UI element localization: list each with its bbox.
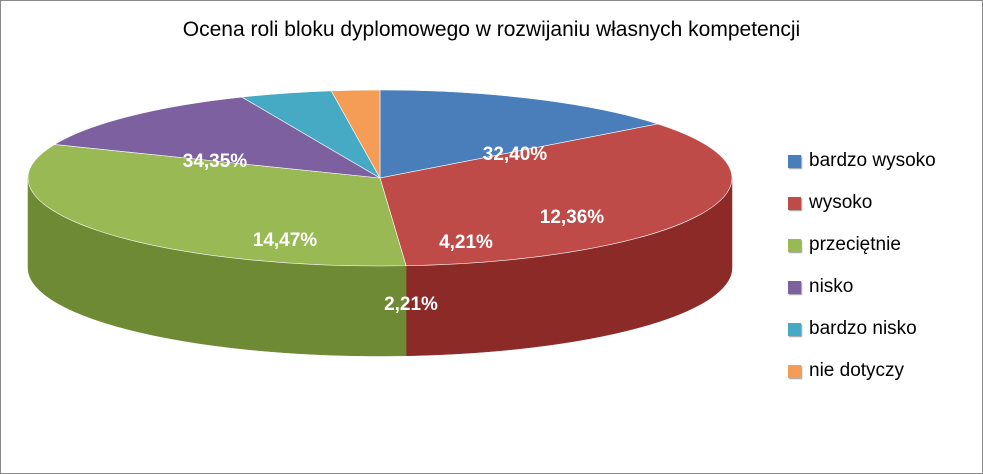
data-label-przecietnie: 32,40% [483,144,548,165]
legend-label: bardzo nisko [809,318,917,339]
legend: bardzo wysoko wysoko przeciętnie nisko bardz… [788,140,936,392]
legend-swatch [788,154,801,168]
chart-title: Ocena roli bloku dyplomowego w rozwijani… [182,18,801,41]
legend-swatch [788,280,801,294]
pie-slice-przecietnie [27,144,407,267]
legend-entry-bardzo-wysoko: bardzo wysoko [788,140,936,182]
pie-slice-bardzo-wysoko [379,89,658,179]
legend-entry-nisko: nisko [788,266,936,308]
pie-slice-wysoko [379,123,733,267]
data-label-bardzo-nisko: 4,21% [439,232,493,253]
pie-slice-nie-dotyczy [330,89,381,180]
legend-entry-przecietnie: przeciętnie [788,224,936,266]
legend-swatch [788,364,801,378]
legend-entry-nie-dotyczy: nie dotyczy [788,350,936,392]
legend-swatch [788,196,801,210]
legend-swatch [788,322,801,336]
legend-label: bardzo wysoko [809,150,936,171]
data-label-nie-dotyczy: 2,21% [384,294,438,315]
legend-swatch [788,238,801,252]
legend-label: nisko [809,276,854,297]
data-label-nisko: 12,36% [540,207,605,228]
data-label-bardzo-wysoko: 14,47% [253,230,318,251]
pie-slice-nisko [53,96,381,179]
legend-entry-wysoko: wysoko [788,182,936,224]
data-label-wysoko: 34,35% [183,151,248,172]
legend-label: wysoko [809,192,873,213]
legend-entry-bardzo-nisko: bardzo nisko [788,308,936,350]
legend-label: przeciętnie [809,234,901,255]
legend-label: nie dotyczy [809,360,905,381]
